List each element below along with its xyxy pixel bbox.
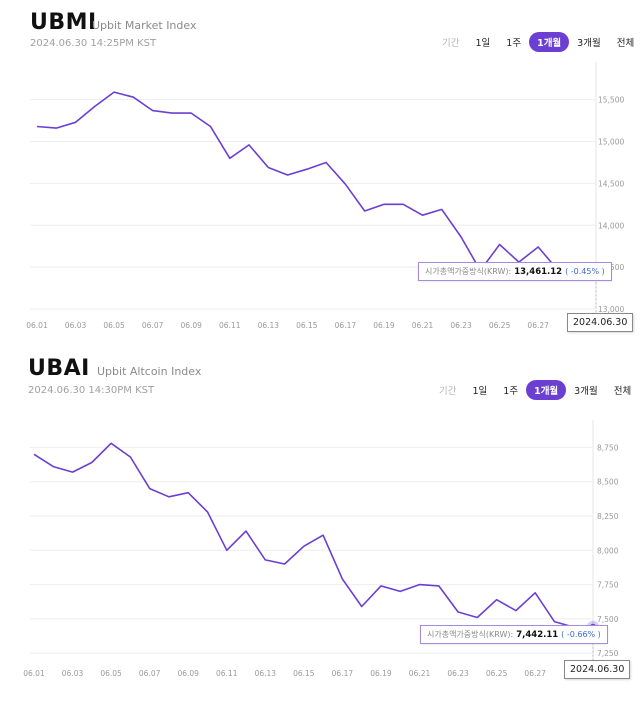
ubmi-panel: UBMI Upbit Market Index 2024.06.30 14:25… [0,0,640,345]
x-tick-label: 06.21 [409,669,431,678]
y-tick-label: 8,750 [597,443,619,452]
y-tick-label: 15,000 [598,138,624,147]
tab-3m[interactable]: 3개월 [577,38,601,49]
tab-1m[interactable]: 1개월 [529,32,570,52]
x-tick-label: 06.15 [293,669,315,678]
tooltip-label: 시가총액가중방식(KRW): [425,267,512,276]
x-tick-label: 06.05 [103,321,125,330]
tooltip-value: 7,442.11 [516,630,559,640]
tab-1d[interactable]: 1일 [475,38,491,49]
chart-timestamp: 2024.06.30 14:30PM KST [28,385,155,396]
tooltip-label: 시가총액가중방식(KRW): [427,630,514,639]
date-label: 2024.06.30 [564,660,631,679]
x-tick-label: 06.03 [65,321,87,330]
x-tick-label: 06.13 [255,669,277,678]
x-tick-label: 06.25 [489,321,511,330]
y-tick-label: 8,250 [597,512,619,521]
x-tick-label: 06.01 [26,321,48,330]
tooltip-change: ( -0.45% ) [565,267,605,276]
chart-subtitle: Upbit Altcoin Index [97,365,202,378]
x-tick-label: 06.09 [180,321,202,330]
period-tabs: 기간 1일 1주 1개월 3개월 전체 [434,32,640,52]
tab-period-label: 기간 [442,38,460,49]
x-tick-label: 06.07 [139,669,161,678]
x-tick-label: 06.01 [23,669,45,678]
tab-1w[interactable]: 1주 [506,38,522,49]
tab-1w[interactable]: 1주 [503,386,519,397]
tooltip-change: ( -0.66% ) [561,630,601,639]
tab-period-label: 기간 [439,386,457,397]
x-tick-label: 06.21 [412,321,434,330]
x-tick-label: 06.27 [524,669,546,678]
x-tick-label: 06.11 [219,321,241,330]
y-tick-label: 7,250 [597,649,619,658]
x-tick-label: 06.17 [332,669,354,678]
x-tick-label: 06.07 [142,321,164,330]
x-tick-label: 06.17 [335,321,357,330]
x-tick-label: 06.25 [486,669,508,678]
ubmi-line-chart[interactable]: 13,00013,50014,00014,50015,00015,50006.0… [0,0,640,345]
tab-all[interactable]: 전체 [616,38,635,49]
x-tick-label: 06.23 [450,321,472,330]
y-tick-label: 13,000 [598,305,624,314]
x-tick-label: 06.13 [258,321,280,330]
chart-subtitle: Upbit Market Index [92,19,197,32]
value-tooltip: 시가총액가중방식(KRW): 13,461.12( -0.45% ) [418,262,612,281]
value-tooltip: 시가총액가중방식(KRW): 7,442.11( -0.66% ) [420,625,608,644]
x-tick-label: 06.27 [527,321,549,330]
date-label: 2024.06.30 [567,313,634,332]
period-tabs: 기간 1일 1주 1개월 3개월 전체 [431,380,639,400]
x-tick-label: 06.05 [100,669,122,678]
series-line [36,91,597,273]
x-tick-label: 06.23 [447,669,469,678]
y-tick-label: 15,500 [598,96,624,105]
x-tick-label: 06.11 [216,669,238,678]
ubai-panel: UBAI Upbit Altcoin Index 2024.06.30 14:3… [0,352,640,707]
series-line [33,442,594,628]
tooltip-value: 13,461.12 [514,267,563,277]
tab-1d[interactable]: 1일 [472,386,488,397]
tab-3m[interactable]: 3개월 [574,386,598,397]
y-tick-label: 14,500 [598,179,624,188]
x-tick-label: 06.15 [296,321,318,330]
x-tick-label: 06.19 [373,321,395,330]
y-tick-label: 14,000 [598,221,624,230]
y-tick-label: 7,500 [597,615,619,624]
ubai-line-chart[interactable]: 7,250 7,500 7,750 8,000 8,250 8,500 8,750 06.01… [0,352,640,707]
chart-timestamp: 2024.06.30 14:25PM KST [30,38,157,49]
x-tick-label: 06.03 [62,669,84,678]
tab-1m[interactable]: 1개월 [526,380,567,400]
chart-title: UBAI [28,356,90,381]
chart-title: UBMI [30,10,97,35]
x-tick-label: 06.09 [177,669,199,678]
tab-all[interactable]: 전체 [613,386,632,397]
x-tick-label: 06.19 [370,669,392,678]
y-tick-label: 8,500 [597,478,619,487]
y-tick-label: 8,000 [597,546,619,555]
y-tick-label: 7,750 [597,581,619,590]
